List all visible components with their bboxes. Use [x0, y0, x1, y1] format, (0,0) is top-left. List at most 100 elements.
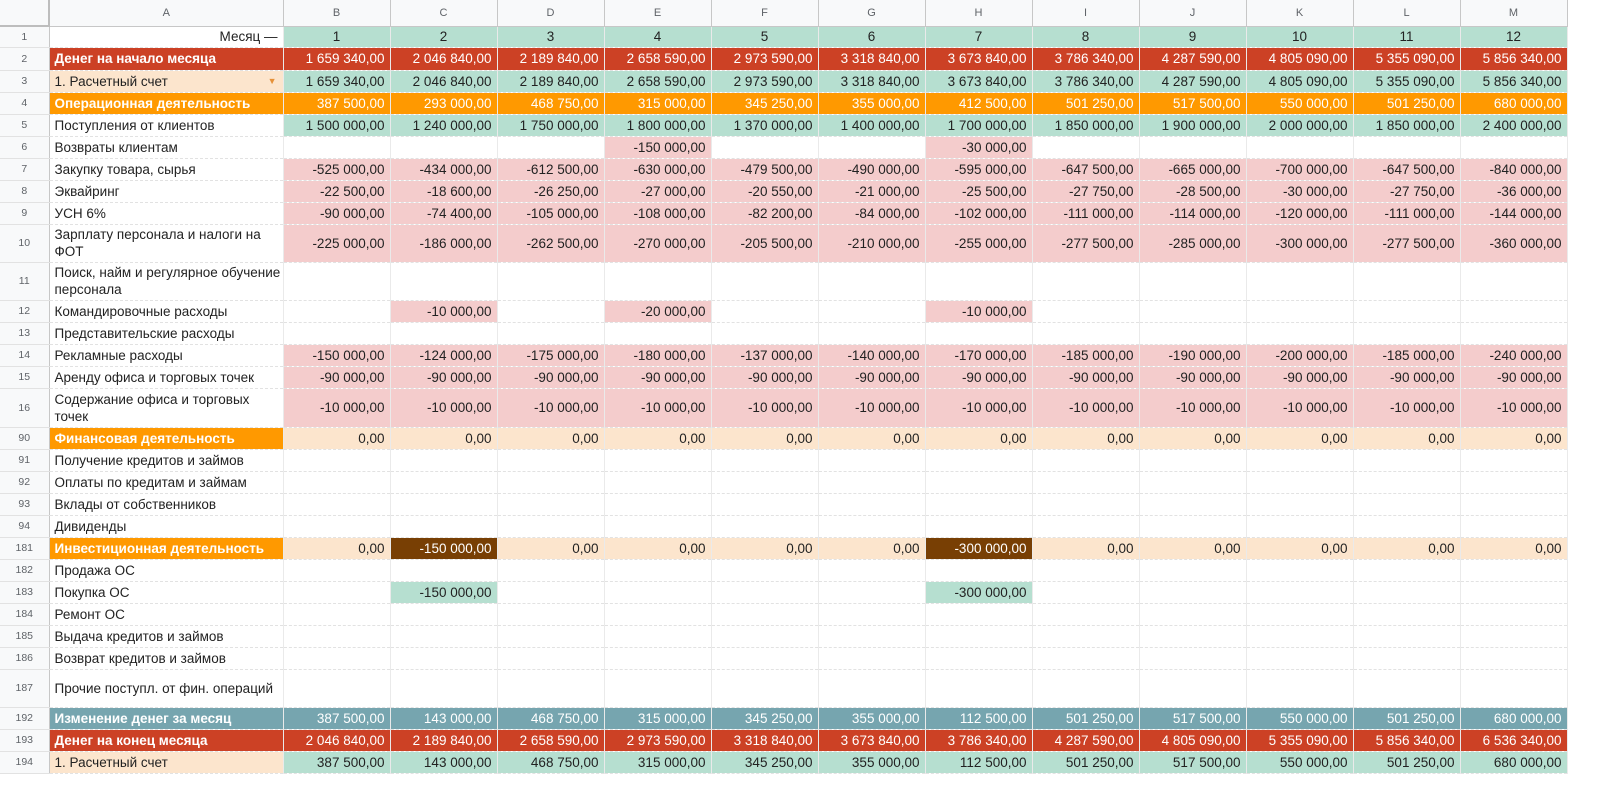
value-cell[interactable]: [1032, 647, 1140, 670]
value-cell[interactable]: [711, 300, 819, 323]
value-cell[interactable]: -114 000,00: [1139, 202, 1247, 225]
value-cell[interactable]: [604, 493, 712, 516]
select-all-corner[interactable]: [0, 0, 50, 27]
value-cell[interactable]: [1353, 322, 1461, 345]
value-cell[interactable]: [1460, 322, 1568, 345]
value-cell[interactable]: -144 000,00: [1460, 202, 1568, 225]
row-number[interactable]: 14: [0, 344, 50, 367]
value-cell[interactable]: [283, 493, 391, 516]
value-cell[interactable]: [1353, 515, 1461, 538]
value-cell[interactable]: [1246, 493, 1354, 516]
value-cell[interactable]: [283, 322, 391, 345]
row-label-cell[interactable]: Рекламные расходы: [49, 344, 284, 367]
value-cell[interactable]: 501 250,00: [1032, 707, 1140, 730]
value-cell[interactable]: [1139, 322, 1247, 345]
value-cell[interactable]: [1353, 625, 1461, 648]
column-header-h[interactable]: H: [925, 0, 1033, 27]
value-cell[interactable]: [1460, 581, 1568, 604]
value-cell[interactable]: -647 500,00: [1032, 158, 1140, 181]
row-number[interactable]: 192: [0, 707, 50, 730]
value-cell[interactable]: -90 000,00: [1246, 366, 1354, 389]
value-cell[interactable]: -612 500,00: [497, 158, 605, 181]
value-cell[interactable]: [818, 559, 926, 582]
value-cell[interactable]: [1139, 669, 1247, 708]
value-cell[interactable]: -10 000,00: [390, 300, 498, 323]
value-cell[interactable]: 517 500,00: [1139, 751, 1247, 774]
value-cell[interactable]: 2 973 590,00: [711, 70, 819, 93]
value-cell[interactable]: 0,00: [1139, 537, 1247, 560]
value-cell[interactable]: [497, 581, 605, 604]
value-cell[interactable]: -150 000,00: [390, 581, 498, 604]
value-cell[interactable]: [1139, 136, 1247, 159]
row-label-cell[interactable]: 1. Расчетный счет: [49, 751, 284, 774]
value-cell[interactable]: -27 750,00: [1032, 180, 1140, 203]
value-cell[interactable]: [818, 493, 926, 516]
row-label-cell[interactable]: Выдача кредитов и займов: [49, 625, 284, 648]
row-label-cell[interactable]: Изменение денег за месяц: [49, 707, 284, 730]
value-cell[interactable]: [604, 322, 712, 345]
value-cell[interactable]: [497, 625, 605, 648]
value-cell[interactable]: [390, 625, 498, 648]
value-cell[interactable]: 1 400 000,00: [818, 114, 926, 137]
row-number[interactable]: 3: [0, 70, 50, 93]
value-cell[interactable]: 7: [925, 26, 1033, 48]
value-cell[interactable]: [1353, 300, 1461, 323]
value-cell[interactable]: -10 000,00: [390, 388, 498, 428]
column-header-g[interactable]: G: [818, 0, 926, 27]
value-cell[interactable]: 4 287 590,00: [1032, 729, 1140, 752]
value-cell[interactable]: [283, 603, 391, 626]
value-cell[interactable]: [1460, 262, 1568, 301]
value-cell[interactable]: [1032, 300, 1140, 323]
value-cell[interactable]: [1353, 136, 1461, 159]
value-cell[interactable]: [925, 669, 1033, 708]
value-cell[interactable]: 1: [283, 26, 391, 48]
value-cell[interactable]: 0,00: [925, 427, 1033, 450]
value-cell[interactable]: [283, 581, 391, 604]
value-cell[interactable]: [818, 581, 926, 604]
value-cell[interactable]: -262 500,00: [497, 224, 605, 263]
value-cell[interactable]: 2 189 840,00: [390, 729, 498, 752]
value-cell[interactable]: -90 000,00: [604, 366, 712, 389]
value-cell[interactable]: [1353, 581, 1461, 604]
value-cell[interactable]: [1246, 515, 1354, 538]
row-number[interactable]: 183: [0, 581, 50, 604]
row-number[interactable]: 16: [0, 388, 50, 428]
row-label-cell[interactable]: Аренду офиса и торговых точек: [49, 366, 284, 389]
value-cell[interactable]: 468 750,00: [497, 751, 605, 774]
value-cell[interactable]: [497, 300, 605, 323]
value-cell[interactable]: 0,00: [1246, 537, 1354, 560]
value-cell[interactable]: [925, 515, 1033, 538]
value-cell[interactable]: 3 786 340,00: [1032, 47, 1140, 71]
row-label-cell[interactable]: Дивиденды: [49, 515, 284, 538]
value-cell[interactable]: [711, 647, 819, 670]
value-cell[interactable]: [1139, 603, 1247, 626]
value-cell[interactable]: -186 000,00: [390, 224, 498, 263]
value-cell[interactable]: [390, 669, 498, 708]
value-cell[interactable]: [390, 493, 498, 516]
row-label-cell[interactable]: Прочие поступл. от фин. операций: [49, 669, 284, 708]
value-cell[interactable]: [711, 515, 819, 538]
value-cell[interactable]: [818, 603, 926, 626]
value-cell[interactable]: 3 673 840,00: [925, 70, 1033, 93]
row-number[interactable]: 7: [0, 158, 50, 181]
value-cell[interactable]: [1246, 581, 1354, 604]
value-cell[interactable]: 112 500,00: [925, 707, 1033, 730]
row-number[interactable]: 193: [0, 729, 50, 752]
row-number[interactable]: 182: [0, 559, 50, 582]
value-cell[interactable]: [1460, 625, 1568, 648]
value-cell[interactable]: -10 000,00: [1032, 388, 1140, 428]
value-cell[interactable]: [1353, 262, 1461, 301]
value-cell[interactable]: [1353, 493, 1461, 516]
value-cell[interactable]: -137 000,00: [711, 344, 819, 367]
value-cell[interactable]: 0,00: [1353, 537, 1461, 560]
value-cell[interactable]: 1 659 340,00: [283, 47, 391, 71]
value-cell[interactable]: [1139, 262, 1247, 301]
row-label-cell[interactable]: Возвраты клиентам: [49, 136, 284, 159]
value-cell[interactable]: 143 000,00: [390, 707, 498, 730]
value-cell[interactable]: 680 000,00: [1460, 751, 1568, 774]
value-cell[interactable]: -10 000,00: [711, 388, 819, 428]
value-cell[interactable]: 501 250,00: [1353, 92, 1461, 115]
value-cell[interactable]: [390, 262, 498, 301]
value-cell[interactable]: 3: [497, 26, 605, 48]
value-cell[interactable]: 0,00: [1032, 427, 1140, 450]
